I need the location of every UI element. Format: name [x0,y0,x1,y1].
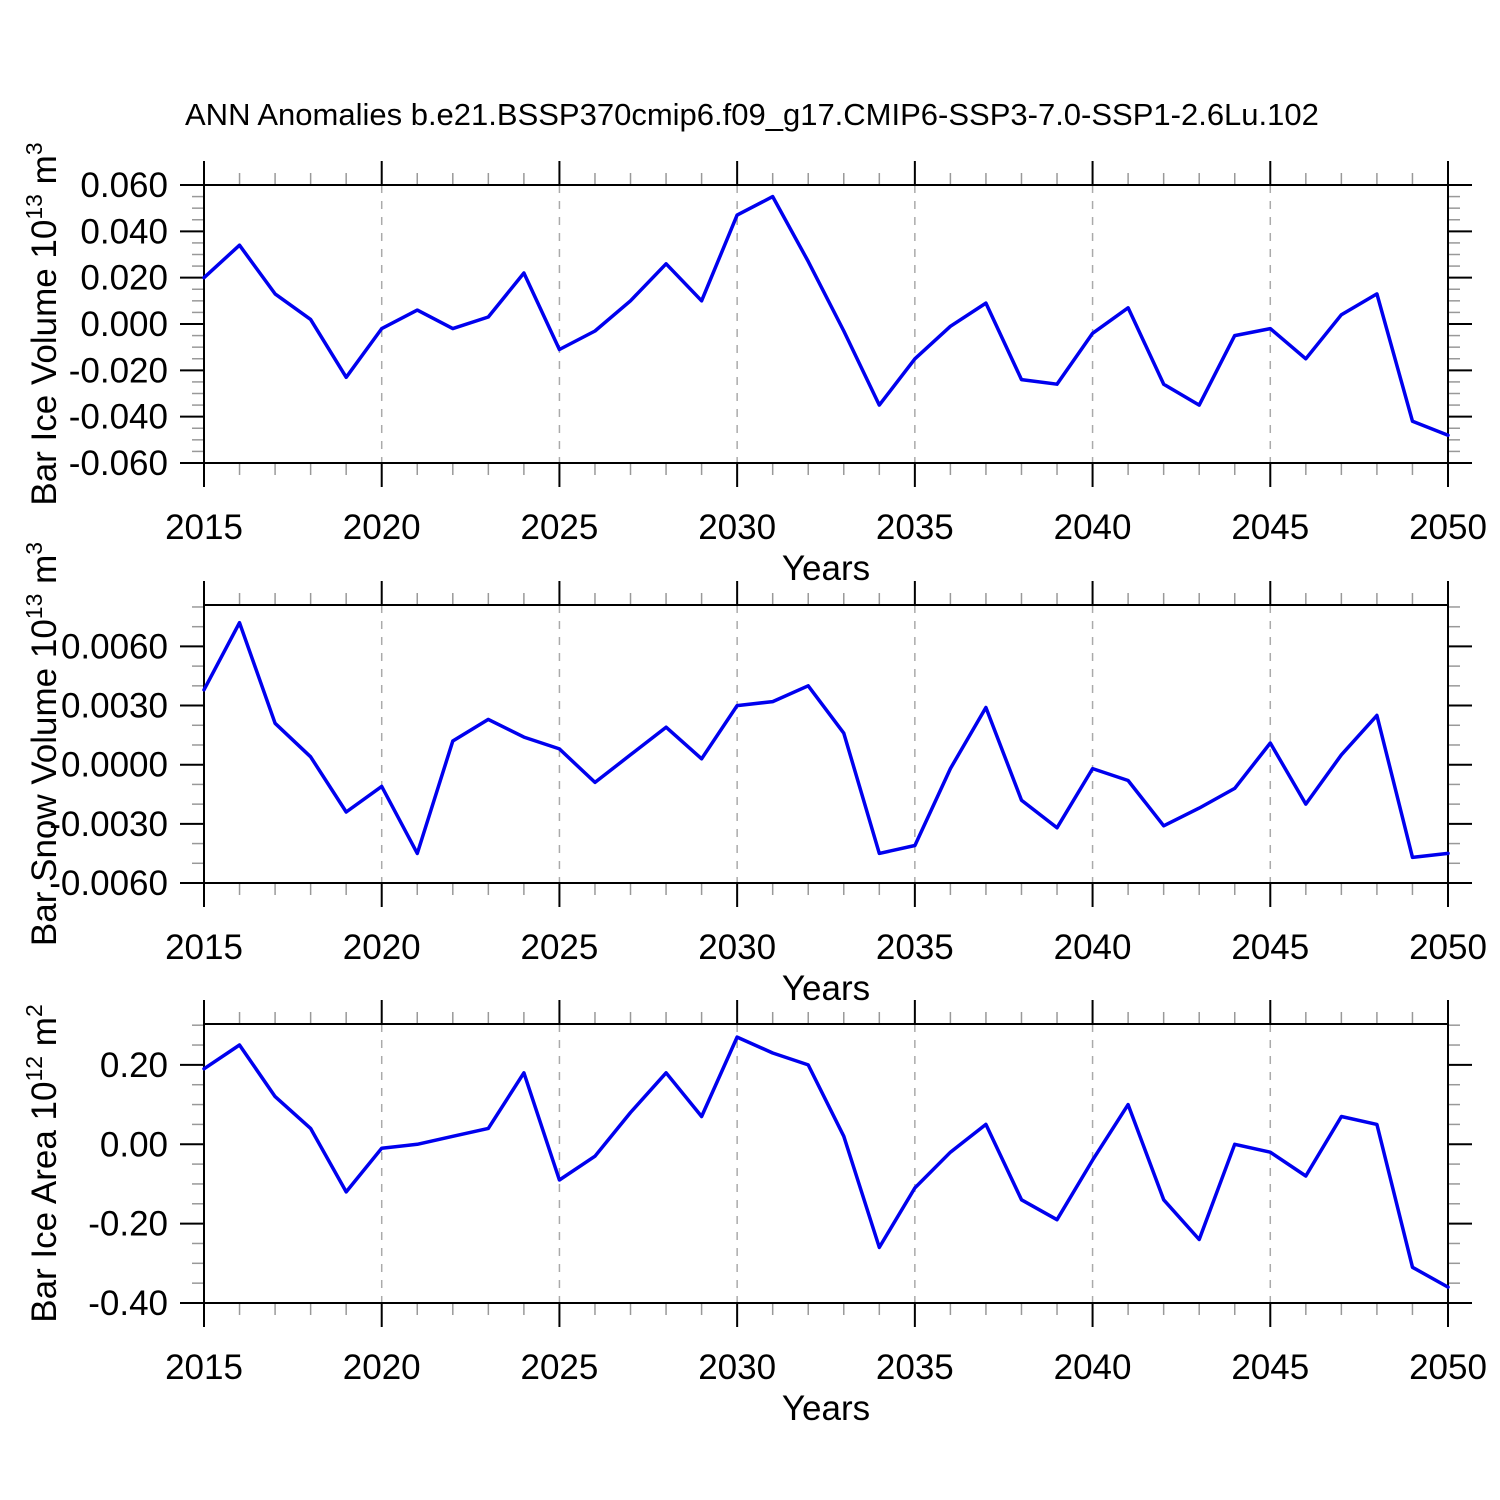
y-tick-label: -0.040 [69,398,168,437]
x-axis-title: Years [782,969,870,1008]
x-tick-label: 2030 [698,508,776,547]
x-axis-title: Years [782,549,870,588]
x-tick-label: 2020 [343,508,421,547]
series-line-bar-ice-volume [202,194,1450,437]
y-tick-label: 0.0030 [61,687,168,726]
x-tick-label: 2050 [1409,1348,1487,1387]
x-tick-label: 2035 [876,928,954,967]
y-tick-label: 0.060 [80,166,168,205]
y-tick-label: 0.0000 [61,746,168,785]
panel-2-bar-snow-volume: 0.0060 0.0030 0.0000 -0.0030 -0.0060 2015 2020… [21,542,1487,1008]
y-tick-label: 0.00 [100,1125,168,1164]
x-tick-label: 2025 [520,1348,598,1387]
x-tick-label: 2020 [343,928,421,967]
y-tick-label: 0.20 [100,1046,168,1085]
y-axis-title: Bar Snow Volume 1013 m3 [21,542,64,946]
y-tick-label: -0.0060 [49,864,168,903]
y-axis-title: Bar Ice Volume 1013 m3 [21,142,64,505]
x-tick-label: 2035 [876,508,954,547]
x-tick-label: 2050 [1409,508,1487,547]
series-line-bar-snow-volume [202,620,1450,860]
y-tick-label: -0.20 [88,1205,168,1244]
x-tick-label: 2020 [343,1348,421,1387]
y-tick-label: 0.040 [80,212,168,251]
x-tick-label: 2015 [165,928,243,967]
plot-frame [203,184,1449,464]
y-tick-label: -0.0030 [49,805,168,844]
x-tick-label: 2040 [1054,508,1132,547]
plot-frame [203,1023,1449,1304]
x-tick-label: 2040 [1054,928,1132,967]
y-axis-title: Bar Ice Area 1012 m2 [21,1004,64,1323]
x-tick-label: 2025 [520,508,598,547]
y-tick-label: 0.000 [80,305,168,344]
y-tick-label: -0.020 [69,351,168,390]
panel-1-bar-ice-volume: 0.060 0.040 0.020 0.000 -0.020 -0.040 -0.060 20… [21,142,1487,588]
x-tick-label: 2015 [165,508,243,547]
x-tick-label: 2025 [520,928,598,967]
y-tick-label: -0.40 [88,1284,168,1323]
x-tick-label: 2015 [165,1348,243,1387]
x-tick-label: 2030 [698,1348,776,1387]
x-tick-label: 2050 [1409,928,1487,967]
x-tick-label: 2035 [876,1348,954,1387]
y-tick-label: 0.020 [80,259,168,298]
plot-frame [203,604,1449,884]
x-axis-title: Years [782,1389,870,1428]
x-tick-label: 2045 [1231,508,1309,547]
y-tick-label: 0.0060 [61,627,168,666]
y-tick-label: -0.060 [69,444,168,483]
figure-title: ANN Anomalies b.e21.BSSP370cmip6.f09_g17… [185,97,1319,132]
panel-3-bar-ice-area: 0.20 0.00 -0.20 -0.40 2015 2020 2025 2030 2035 20… [21,1000,1487,1428]
x-tick-label: 2045 [1231,928,1309,967]
x-tick-label: 2045 [1231,1348,1309,1387]
x-tick-label: 2030 [698,928,776,967]
x-tick-label: 2040 [1054,1348,1132,1387]
series-line-bar-ice-area [202,1035,1450,1289]
